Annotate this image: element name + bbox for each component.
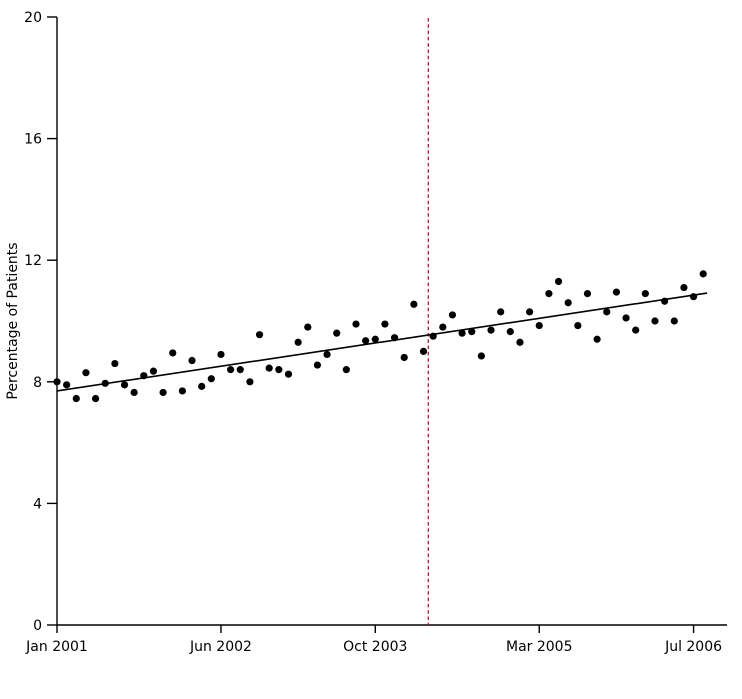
data-point [63,381,71,389]
data-point [506,328,514,336]
data-point [699,270,707,278]
data-point [632,326,640,334]
data-point [535,321,543,330]
data-point [294,338,302,346]
data-point [120,381,129,389]
data-point [371,335,379,343]
data-point [72,394,80,403]
y-tick-label: 12 [24,253,42,269]
data-point [246,378,254,386]
data-point [236,366,244,374]
x-tick-label: Oct 2003 [343,639,407,655]
x-tick-label: Jan 2001 [25,639,88,655]
y-tick-label: 8 [33,375,42,391]
data-point [439,323,447,331]
data-point [477,352,485,360]
x-tick-label: Jun 2002 [189,639,252,655]
data-point [333,329,341,337]
data-point [400,353,408,362]
data-point [419,347,428,355]
data-point [217,350,225,359]
y-axis-title: Percentage of Patients [5,242,21,400]
data-point [661,297,669,305]
data-point [603,308,611,316]
data-point [448,311,457,319]
data-point [429,332,437,340]
x-tick-label: Mar 2005 [506,639,573,655]
data-point [362,337,370,345]
data-point [313,361,322,369]
data-point [140,372,148,380]
data-point [284,370,293,378]
data-point [149,367,158,375]
data-point [111,359,119,368]
data-point [497,308,505,316]
data-point [689,293,698,301]
data-point [410,300,418,308]
data-point [545,290,553,298]
y-tick-label: 16 [24,132,42,148]
data-point [207,375,215,383]
data-point [91,394,100,403]
data-point [323,350,331,359]
data-point [670,317,678,325]
data-point [275,366,283,374]
data-point [554,277,563,286]
data-point [516,338,524,346]
data-point [564,299,572,307]
data-point [169,349,177,357]
data-point [574,321,582,330]
data-point [198,382,206,390]
trend-line [56,292,708,392]
data-point [641,290,649,298]
data-point [101,379,109,387]
data-point [680,283,688,292]
data-point [390,334,399,342]
data-point [130,388,138,397]
data-point [227,366,235,374]
data-point [468,328,476,336]
y-tick-label: 0 [33,618,42,634]
data-point [487,326,495,334]
data-point [593,335,601,343]
data-point [265,364,273,372]
data-point [82,369,90,377]
data-point [188,356,196,365]
data-point [651,317,659,325]
data-point [622,314,630,322]
y-tick-label: 4 [33,496,42,512]
data-point [159,388,167,397]
data-point [255,331,264,339]
data-point [458,329,466,337]
data-point [583,290,592,298]
data-point [178,387,186,395]
data-point [612,288,621,296]
data-point [53,378,61,386]
x-tick-label: Jul 2006 [664,639,722,655]
data-point [304,323,312,331]
data-point [352,320,360,328]
data-point [342,366,350,374]
y-tick-label: 20 [24,10,42,26]
data-point [381,320,389,328]
data-point [526,308,534,316]
